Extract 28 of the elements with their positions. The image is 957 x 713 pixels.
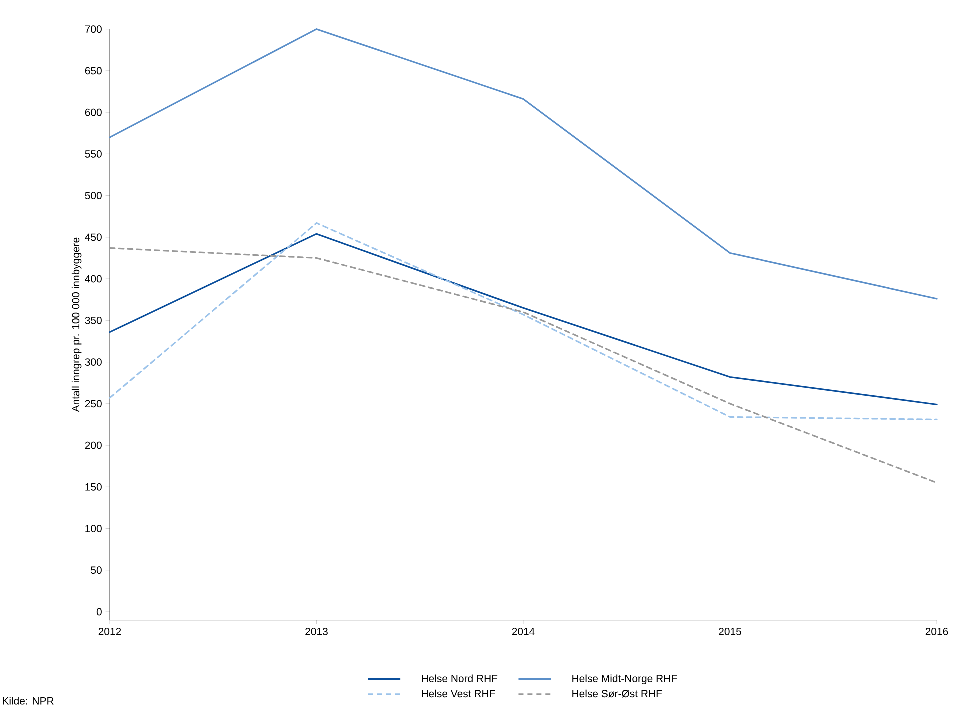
text: Kilde: NPR [3, 697, 54, 705]
x-tick-label: 2016 [926, 628, 948, 636]
legend-label: Helse Nord RHF [422, 674, 498, 682]
y-tick-label: 300 [85, 358, 102, 366]
x-tick-label: 2012 [98, 628, 122, 636]
y-tick-label: 100 [86, 525, 102, 532]
y-axis-title: Antall inngrep pr. 100 000 innbyggere [72, 238, 82, 412]
legend-label: Helse Vest RHF [422, 690, 496, 698]
y-tick-label: 650 [85, 67, 102, 75]
y-tick-label: 400 [85, 275, 102, 283]
y-tick-label: 550 [85, 150, 102, 158]
line-series [109, 247, 938, 484]
y-tick-label: 500 [85, 192, 102, 200]
y-tick-label: 200 [85, 442, 102, 450]
line-series [109, 28, 938, 300]
x-tick-label: 2015 [719, 628, 742, 636]
y-tick-label: 0 [96, 608, 102, 616]
y-tick-label: 700 [85, 26, 102, 34]
y-tick-label: 250 [85, 400, 102, 408]
y-tick-label: 50 [91, 566, 102, 574]
legend-label: Helse Sør-Øst RHF [572, 690, 662, 698]
x-tick-label: 2013 [306, 628, 328, 636]
x-tick-label: 2014 [512, 628, 535, 636]
y-tick-label: 450 [85, 234, 102, 242]
legend-label: Helse Midt-Norge RHF [572, 674, 678, 684]
y-tick-label: 600 [85, 108, 102, 116]
y-tick-label: 350 [85, 316, 102, 324]
y-tick-label: 150 [86, 483, 102, 491]
